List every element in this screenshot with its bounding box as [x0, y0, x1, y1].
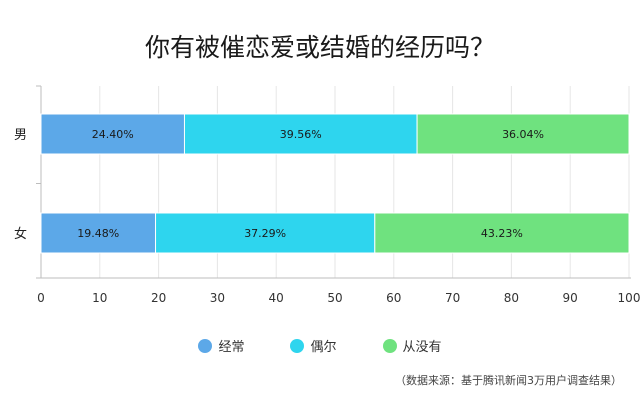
- bar-frequent: [40, 113, 185, 155]
- bar-frequent: [40, 212, 157, 254]
- legend: 经常 偶尔 从没有: [0, 336, 640, 355]
- x-tick-label: 60: [386, 291, 401, 305]
- legend-item-never: 从没有: [382, 336, 442, 355]
- legend-label-frequent: 经常: [218, 340, 245, 355]
- legend-label-occasional: 偶尔: [310, 340, 337, 355]
- data-label-frequent: 19.48%: [77, 227, 119, 240]
- data-label-never: 36.04%: [502, 128, 544, 141]
- x-tick-label: 40: [269, 291, 284, 305]
- source-note: （数据来源：基于腾讯新闻3万用户调查结果）: [395, 374, 622, 387]
- data-label-frequent: 24.40%: [92, 128, 134, 141]
- x-tick-label: 10: [92, 291, 107, 305]
- bar-occasional: [183, 113, 418, 155]
- legend-swatch-occasional: [290, 338, 305, 353]
- data-label-never: 43.23%: [481, 227, 523, 240]
- legend-item-occasional: 偶尔: [290, 336, 337, 355]
- x-tick-label: 30: [210, 291, 225, 305]
- category-label: 男: [14, 128, 27, 143]
- x-tick-label: 50: [327, 291, 342, 305]
- x-tick-label: 100: [618, 291, 640, 305]
- x-tick-label: 20: [151, 291, 166, 305]
- x-tick-label: 70: [445, 291, 460, 305]
- x-tick-label: 80: [504, 291, 519, 305]
- bar-occasional: [155, 212, 376, 254]
- legend-label-never: 从没有: [402, 340, 442, 355]
- bar-never: [374, 212, 630, 254]
- bar-never: [416, 113, 630, 155]
- chart-title: 你有被催恋爱或结婚的经历吗？: [144, 33, 495, 62]
- x-tick-label: 0: [37, 291, 45, 305]
- legend-item-frequent: 经常: [198, 336, 244, 355]
- x-tick-label: 90: [563, 291, 578, 305]
- category-label: 女: [14, 226, 27, 242]
- data-label-occasional: 39.56%: [280, 128, 322, 141]
- legend-swatch-frequent: [198, 338, 213, 353]
- legend-swatch-never: [382, 338, 397, 353]
- data-label-occasional: 37.29%: [244, 227, 286, 240]
